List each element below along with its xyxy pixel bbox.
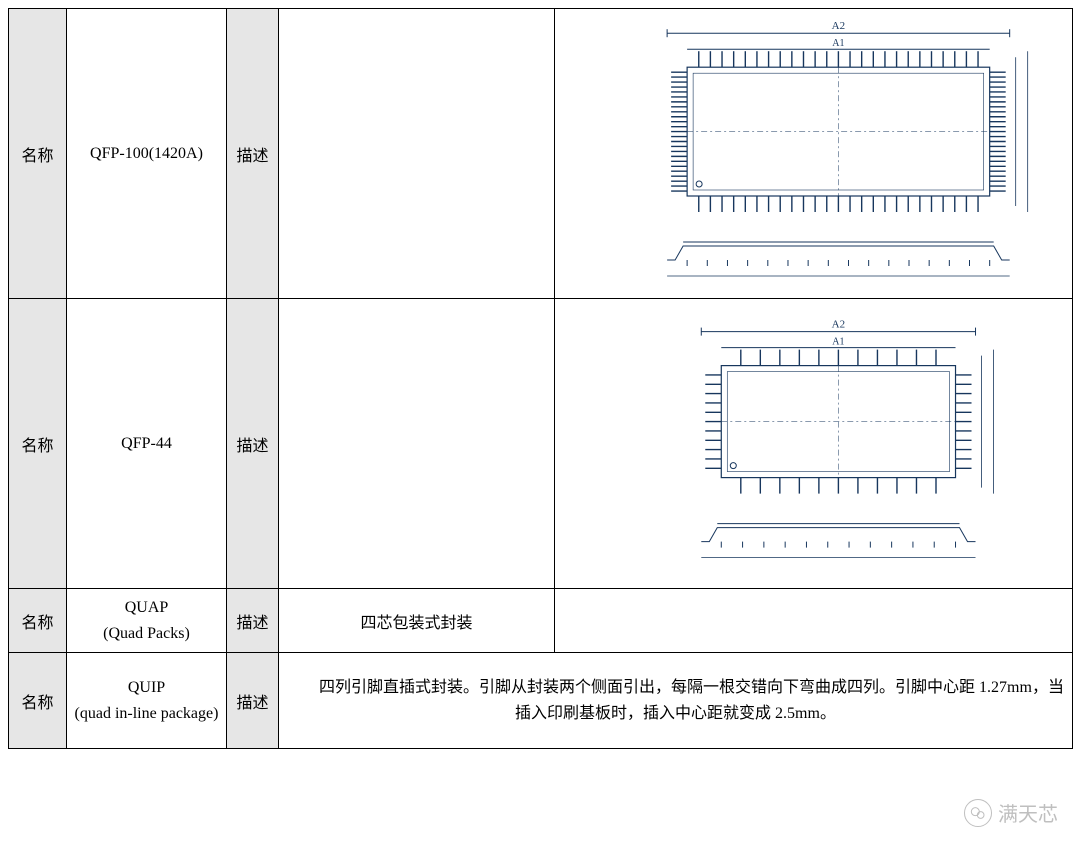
watermark: 满天芯 xyxy=(964,798,1058,827)
watermark-text: 满天芯 xyxy=(998,798,1058,827)
name-line: QFP-44 xyxy=(73,431,220,457)
diagram-cell: A2 A1 xyxy=(555,299,1073,589)
package-table: 名称QFP-100(1420A)描述A2A1名称QFP-44描述A2A1名称QU… xyxy=(8,8,1073,749)
name-value-cell: QFP-100(1420A) xyxy=(67,9,227,299)
desc-value-cell xyxy=(279,299,555,589)
diagram-cell: A2 A1 xyxy=(555,9,1073,299)
svg-text:A2: A2 xyxy=(831,318,844,330)
name-line: (quad in-line package) xyxy=(73,701,220,727)
name-line: QUIP xyxy=(73,675,220,701)
name-value-cell: QUAP(Quad Packs) xyxy=(67,589,227,653)
name-value-cell: QUIP(quad in-line package) xyxy=(67,653,227,749)
desc-value-cell xyxy=(279,9,555,299)
diagram-cell xyxy=(555,589,1073,653)
name-header-cell: 名称 xyxy=(9,589,67,653)
svg-text:A1: A1 xyxy=(832,38,844,49)
name-header-cell: 名称 xyxy=(9,299,67,589)
table-row: 名称QFP-44 描述 A2 A1 xyxy=(9,299,1073,589)
desc-header-cell: 描述 xyxy=(227,589,279,653)
wechat-icon xyxy=(964,799,992,827)
name-line: QFP-100(1420A) xyxy=(73,141,220,167)
table-row: 名称QUIP(quad in-line package)描述四列引脚直插式封装。… xyxy=(9,653,1073,749)
name-line: (Quad Packs) xyxy=(73,621,220,647)
table-row: 名称QUAP(Quad Packs)描述四芯包装式封装 xyxy=(9,589,1073,653)
desc-value-cell: 四芯包装式封装 xyxy=(279,589,555,653)
desc-header-cell: 描述 xyxy=(227,9,279,299)
desc-header-cell: 描述 xyxy=(227,299,279,589)
svg-text:A1: A1 xyxy=(832,336,844,347)
name-value-cell: QFP-44 xyxy=(67,299,227,589)
table-row: 名称QFP-100(1420A) 描述 A2 A1 xyxy=(9,9,1073,299)
svg-text:A2: A2 xyxy=(831,20,844,32)
name-header-cell: 名称 xyxy=(9,653,67,749)
desc-header-cell: 描述 xyxy=(227,653,279,749)
desc-long-cell: 四列引脚直插式封装。引脚从封装两个侧面引出，每隔一根交错向下弯曲成四列。引脚中心… xyxy=(279,653,1073,749)
name-header-cell: 名称 xyxy=(9,9,67,299)
name-line: QUAP xyxy=(73,595,220,621)
